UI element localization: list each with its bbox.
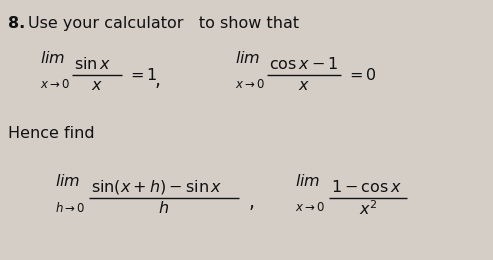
Text: ,: , [154,70,160,89]
Text: $h\to 0$: $h\to 0$ [55,201,85,215]
Text: $\mathit{lim}$: $\mathit{lim}$ [55,173,80,190]
Text: ,: , [249,193,255,212]
Text: $x\to 0$: $x\to 0$ [295,201,325,214]
Text: $h$: $h$ [158,200,170,217]
Text: $1 - \mathrm{cos}\,x$: $1 - \mathrm{cos}\,x$ [331,179,402,196]
Text: Hence find: Hence find [8,126,95,141]
Text: 8.: 8. [8,16,25,31]
Text: $= 1$: $= 1$ [127,67,157,83]
Text: $x\to 0$: $x\to 0$ [235,78,265,91]
Text: $x$: $x$ [91,77,103,94]
Text: Use your calculator   to show that: Use your calculator to show that [28,16,299,31]
Text: $x^2$: $x^2$ [359,200,377,219]
Text: $\mathit{lim}$: $\mathit{lim}$ [295,173,320,190]
Text: $\mathrm{sin}\,x$: $\mathrm{sin}\,x$ [74,56,111,73]
Text: $\mathit{lim}$: $\mathit{lim}$ [40,50,66,67]
Text: $x$: $x$ [298,77,310,94]
Text: $\mathrm{cos}\,x - 1$: $\mathrm{cos}\,x - 1$ [269,56,338,73]
Text: $x\to 0$: $x\to 0$ [40,78,70,91]
Text: $= 0$: $= 0$ [346,67,377,83]
Text: $\mathrm{sin}(x+h)-\mathrm{sin}\,x$: $\mathrm{sin}(x+h)-\mathrm{sin}\,x$ [91,178,222,196]
Text: $\mathit{lim}$: $\mathit{lim}$ [235,50,260,67]
